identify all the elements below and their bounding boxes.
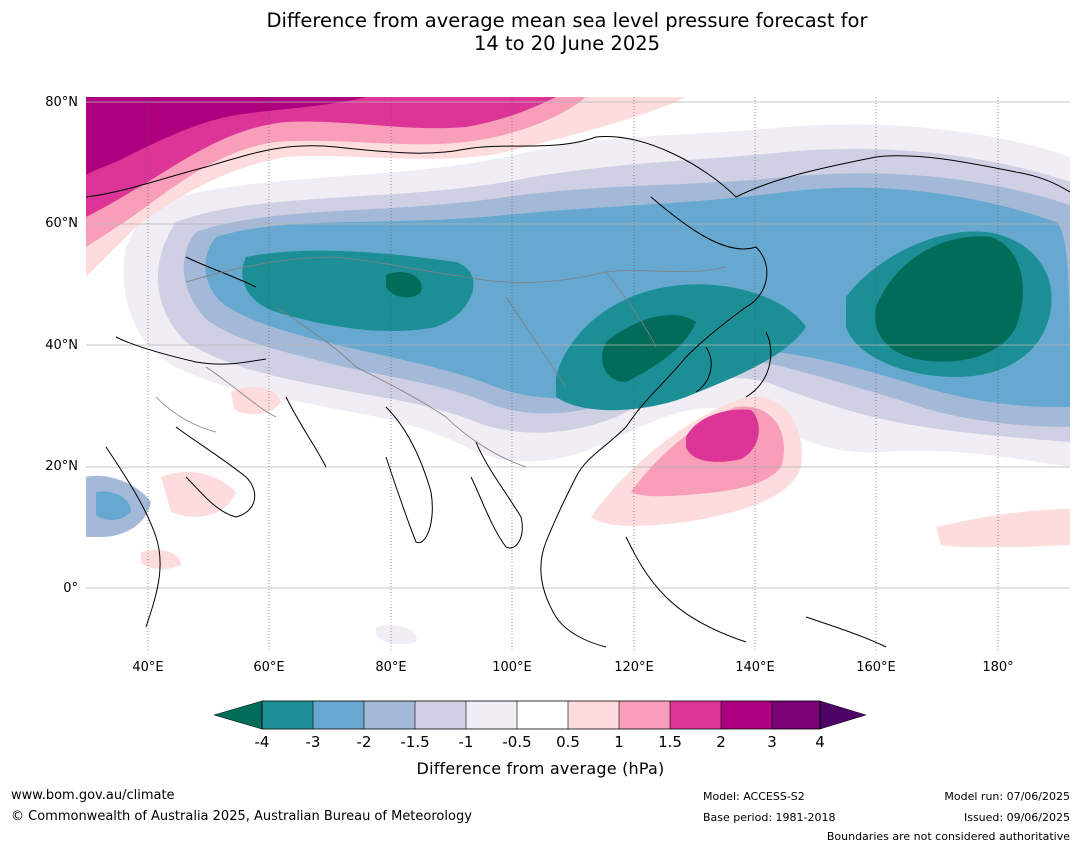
coastlines [86, 136, 1070, 648]
lat-label-60n: 60°N [45, 216, 78, 231]
lat-label-40n: 40°N [45, 338, 78, 353]
country-borders [155, 256, 727, 468]
colorbar-tick-label: 4 [815, 733, 825, 751]
chart-title: Difference from average mean sea level p… [0, 9, 1081, 55]
colorbar-tick-label: 1.5 [658, 733, 682, 751]
colorbar-bin-5 [466, 701, 517, 729]
meridians [147, 97, 999, 650]
anomaly-band-pos-0.5 [231, 386, 281, 415]
base-period-text: Base period: 1981-2018 [703, 811, 836, 824]
model-run-text: Model run: 07/06/2025 [944, 790, 1070, 803]
anomaly-band-pos-2 [86, 97, 366, 175]
title-line-1: Difference from average mean sea level p… [266, 9, 868, 32]
colorbar-tick-label: -4 [254, 733, 270, 751]
model-text: Model: ACCESS-S2 [703, 790, 805, 803]
lon-label-40e: 40°E [132, 660, 164, 675]
anomaly-band-pos-0.5 [161, 472, 236, 517]
forecast-map [86, 97, 1070, 650]
website-link[interactable]: www.bom.gov.au/climate [11, 788, 175, 803]
colorbar-tick-label: -0.5 [502, 733, 532, 751]
lon-label-60e: 60°E [253, 660, 285, 675]
colorbar-bin-3 [364, 701, 415, 729]
colorbar-bin-9 [670, 701, 721, 729]
colorbar-tick-label: 2 [716, 733, 726, 751]
title-line-2: 14 to 20 June 2025 [473, 32, 661, 55]
colorbar-tick-label: 0.5 [556, 733, 580, 751]
anomaly-band-pos-1.5 [86, 97, 556, 217]
colorbar-tick-label: 1 [614, 733, 624, 751]
lat-label-20n: 20°N [45, 459, 78, 474]
anomaly-band-pos-0.5 [936, 509, 1070, 548]
anomaly-band-neg-4 [386, 272, 422, 298]
anomaly-band-neg-4 [602, 314, 696, 382]
anomaly-band-neg-3 [242, 250, 474, 332]
disclaimer-text: Boundaries are not considered authoritat… [826, 830, 1070, 843]
colorbar-tick-label: -1.5 [400, 733, 430, 751]
colorbar-tick-label: -1 [458, 733, 474, 751]
lon-label-80e: 80°E [375, 660, 407, 675]
colorbar-extend-high [819, 700, 866, 730]
colorbar-tick-label: 3 [767, 733, 777, 751]
lon-label-100e: 100°E [492, 660, 532, 675]
colorbar-label: Difference from average (hPa) [416, 759, 665, 778]
graticule [86, 101, 1070, 589]
lon-label-160e: 160°E [856, 660, 896, 675]
colorbar-bin-2 [313, 701, 364, 729]
colorbar-tick-label: -2 [356, 733, 372, 751]
colorbar-bin-8 [619, 701, 670, 729]
colorbar-bin-11 [772, 701, 820, 729]
colorbar-tick-label: -3 [305, 733, 321, 751]
lon-label-180: 180° [982, 660, 1014, 675]
colorbar-bin-1 [262, 701, 313, 729]
lon-label-120e: 120°E [614, 660, 654, 675]
lat-label-0: 0° [63, 581, 78, 596]
colorbar-bin-4 [415, 701, 466, 729]
lon-label-140e: 140°E [735, 660, 775, 675]
anomaly-band-neg-2 [96, 491, 131, 520]
colorbar [214, 700, 866, 730]
anomaly-band-neg-4 [875, 236, 1023, 362]
anomaly-band-pos-1.5 [686, 409, 759, 462]
lat-label-80n: 80°N [45, 95, 78, 110]
issued-text: Issued: 09/06/2025 [963, 811, 1070, 824]
colorbar-bin-6 [517, 701, 568, 729]
colorbar-bin-7 [568, 701, 619, 729]
copyright-text: © Commonwealth of Australia 2025, Austra… [11, 809, 472, 824]
colorbar-extend-low [214, 700, 263, 730]
anomaly-band-pos-0.5 [141, 550, 181, 569]
colorbar-bin-10 [721, 701, 772, 729]
anomaly-fields [86, 97, 1070, 645]
anomaly-band-neg-0.5 [376, 625, 417, 645]
